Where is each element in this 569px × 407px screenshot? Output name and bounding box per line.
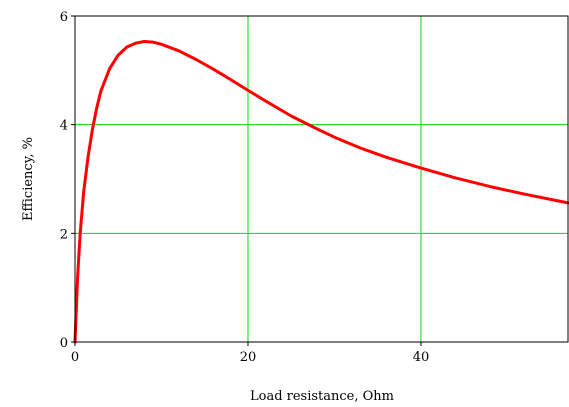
x-tick-label-40: 40 bbox=[413, 350, 430, 365]
plot-lines bbox=[73, 40, 569, 344]
y-axis-title: Efficiency, % bbox=[21, 137, 36, 221]
tick-labels: 0 20 40 0 2 4 6 bbox=[60, 10, 430, 365]
x-axis-title: Load resistance, Ohm bbox=[250, 389, 394, 404]
plot-frame bbox=[74, 15, 569, 343]
x-tick-label-20: 20 bbox=[240, 350, 257, 365]
y-tick-label-0: 0 bbox=[60, 336, 68, 351]
y-tick-label-2: 2 bbox=[60, 227, 68, 242]
series-line-0 bbox=[73, 40, 569, 344]
y-tick-label-6: 6 bbox=[60, 10, 68, 25]
axes-frame bbox=[71, 15, 569, 346]
grid-lines bbox=[75, 16, 568, 342]
x-tick-label-0: 0 bbox=[71, 350, 79, 365]
y-tick-label-4: 4 bbox=[60, 119, 68, 134]
